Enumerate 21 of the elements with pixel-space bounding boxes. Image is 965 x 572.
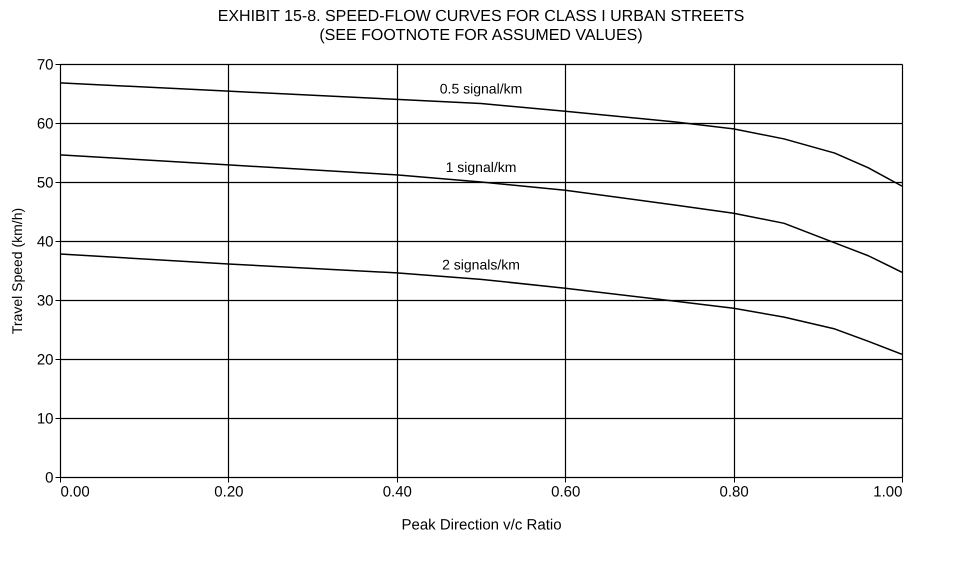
x-tick-label: 0.20 [214,484,244,500]
y-tick-label: 70 [36,56,54,74]
series-label: 1 signal/km [446,159,516,175]
y-tick-label: 0 [45,470,54,486]
x-tick-label: 0.60 [551,484,580,500]
y-tick-label: 20 [36,352,54,368]
chart-title: EXHIBIT 15-8. SPEED-FLOW CURVES FOR CLASS I URBAN STREETS [218,8,744,25]
series-label: 2 signals/km [442,256,520,272]
x-tick-label: 0.00 [60,484,90,500]
y-tick-label: 50 [36,174,54,192]
y-tick-label: 60 [36,116,54,132]
chart-subtitle: (SEE FOOTNOTE FOR ASSUMED VALUES) [319,27,643,44]
x-tick-label: 0.40 [382,484,412,500]
y-tick-label: 30 [36,292,54,310]
x-tick-label: 1.00 [873,484,902,500]
x-axis-title: Peak Direction v/c Ratio [401,516,562,534]
y-tick-label: 10 [36,410,54,428]
x-tick-label: 0.80 [720,484,749,500]
y-tick-label: 40 [36,234,54,250]
y-axis-title: Travel Speed (km/h) [8,208,25,334]
series-label: 0.5 signal/km [440,80,522,97]
